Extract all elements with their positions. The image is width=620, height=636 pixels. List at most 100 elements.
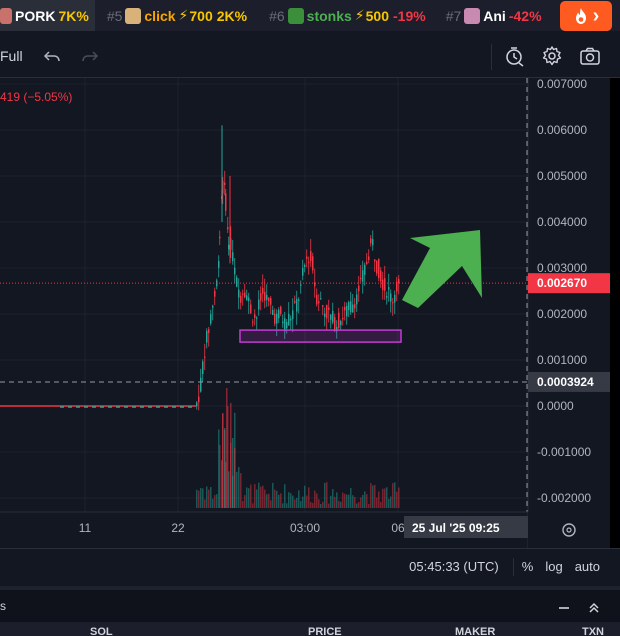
volume-bar bbox=[252, 503, 254, 508]
volume-bar bbox=[378, 491, 380, 508]
volume-bar bbox=[356, 503, 358, 508]
time-tick-label: 11 bbox=[79, 521, 92, 535]
volume-bar bbox=[212, 498, 214, 508]
current-price-label: 0.002670 bbox=[528, 273, 610, 294]
candle bbox=[274, 313, 276, 324]
candle bbox=[334, 317, 336, 331]
volume-bar bbox=[394, 482, 396, 508]
volume-bar bbox=[374, 484, 376, 508]
candle bbox=[392, 302, 394, 304]
volume-bar bbox=[260, 486, 262, 508]
volume-bar bbox=[326, 482, 328, 508]
volume-bar bbox=[272, 482, 274, 508]
candle bbox=[280, 306, 282, 314]
minimize-icon[interactable] bbox=[556, 600, 572, 616]
camera-icon[interactable] bbox=[579, 45, 601, 67]
volume-bars bbox=[196, 388, 400, 508]
candle bbox=[312, 256, 314, 271]
column-price[interactable]: PRICE bbox=[308, 626, 342, 636]
candle bbox=[300, 284, 302, 286]
chevron-up-double-icon[interactable] bbox=[586, 600, 602, 616]
column-maker[interactable]: MAKER bbox=[455, 626, 496, 636]
trending-fire-button[interactable]: › bbox=[560, 1, 612, 31]
volume-bar bbox=[266, 494, 268, 508]
settings-icon[interactable] bbox=[541, 45, 563, 67]
price-chart[interactable]: 0.007000 0.006000 0.005000 0.004000 0.003000… bbox=[0, 78, 620, 548]
volume-bar bbox=[302, 496, 304, 508]
interval-full-button[interactable]: Full bbox=[0, 48, 23, 64]
ticker-change: -42% bbox=[508, 7, 542, 24]
candle bbox=[338, 312, 340, 328]
volume-bar bbox=[258, 482, 260, 508]
volume-bar bbox=[204, 499, 206, 508]
candle bbox=[336, 327, 338, 332]
ticker-item-stonks[interactable]: #6 stonks ⚡ 500 -19% bbox=[263, 0, 432, 31]
ticker-rank: #5 bbox=[106, 7, 123, 24]
volume-bar bbox=[200, 488, 202, 508]
time-tick-label: 22 bbox=[171, 521, 185, 535]
crosshair-time-tag bbox=[404, 516, 528, 538]
candle bbox=[228, 244, 230, 250]
time-tick-label: 03:00 bbox=[290, 521, 320, 535]
current-price-value: 0.002670 bbox=[537, 276, 587, 290]
candle bbox=[232, 252, 234, 262]
time-axis[interactable]: 11 22 03:00 06 25 Jul '25 09:25 bbox=[0, 511, 528, 538]
volume-bar bbox=[196, 489, 198, 508]
volume-bar bbox=[264, 489, 266, 508]
lightning-icon: ⚡ bbox=[178, 7, 189, 23]
time-tick-label: 06 bbox=[391, 521, 405, 535]
ticker-item-click[interactable]: #5 click ⚡ 700 2K% bbox=[101, 0, 253, 31]
volume-bar bbox=[278, 494, 280, 508]
redo-icon[interactable] bbox=[80, 46, 100, 66]
candle bbox=[310, 250, 312, 261]
candle bbox=[268, 297, 270, 302]
candle bbox=[324, 313, 326, 317]
candle bbox=[234, 267, 236, 275]
ticker-item-ani[interactable]: #7 Ani -42% bbox=[440, 0, 548, 31]
current-price-tag bbox=[528, 273, 610, 294]
utc-clock[interactable]: 05:45:33 (UTC) bbox=[409, 559, 499, 574]
auto-scale-toggle[interactable]: auto bbox=[574, 559, 600, 574]
ticker-name: PORK bbox=[15, 7, 56, 24]
log-scale-toggle[interactable]: log bbox=[545, 559, 563, 574]
lightning-icon: ⚡ bbox=[354, 7, 365, 23]
toolbar-divider bbox=[491, 44, 492, 70]
ticker-item-pork[interactable]: PORK 7K% bbox=[0, 0, 95, 31]
chart-toolbar: Full bbox=[0, 36, 620, 78]
candle bbox=[210, 314, 212, 324]
ticker-name: stonks bbox=[306, 7, 352, 24]
volume-bar bbox=[322, 501, 324, 508]
candle bbox=[286, 322, 288, 329]
candle bbox=[364, 264, 366, 275]
volume-bar bbox=[384, 488, 386, 508]
column-txn[interactable]: TXN bbox=[582, 626, 604, 636]
candle bbox=[200, 377, 202, 392]
legend-change-text: 419 (−5.05%) bbox=[0, 90, 72, 104]
candle bbox=[218, 260, 220, 268]
bottom-right-axis-cell bbox=[528, 512, 610, 548]
volume-bar bbox=[310, 502, 312, 508]
volume-bar bbox=[210, 486, 212, 508]
volume-bar bbox=[364, 491, 366, 508]
volume-bar bbox=[300, 501, 302, 508]
candle bbox=[238, 289, 240, 298]
price-axis-background bbox=[528, 78, 620, 548]
column-sol[interactable]: SOL bbox=[90, 626, 113, 636]
axis-settings-icon[interactable] bbox=[562, 523, 576, 537]
candle bbox=[316, 294, 318, 305]
candle bbox=[372, 239, 374, 246]
candle bbox=[272, 310, 274, 315]
candle bbox=[284, 318, 286, 332]
percent-scale-toggle[interactable]: % bbox=[521, 559, 534, 574]
candlestick-series bbox=[0, 125, 400, 411]
volume-bar bbox=[214, 495, 216, 508]
price-axis[interactable]: 0.007000 0.006000 0.005000 0.004000 0.003000… bbox=[537, 78, 591, 505]
volume-bar bbox=[288, 492, 290, 508]
undo-icon[interactable] bbox=[42, 46, 62, 66]
candle bbox=[254, 314, 256, 318]
candle bbox=[360, 277, 362, 280]
crosshair-price-tag bbox=[528, 371, 610, 392]
replay-icon[interactable] bbox=[503, 45, 525, 67]
volume-bar bbox=[366, 494, 368, 508]
volume-bar bbox=[324, 482, 326, 508]
